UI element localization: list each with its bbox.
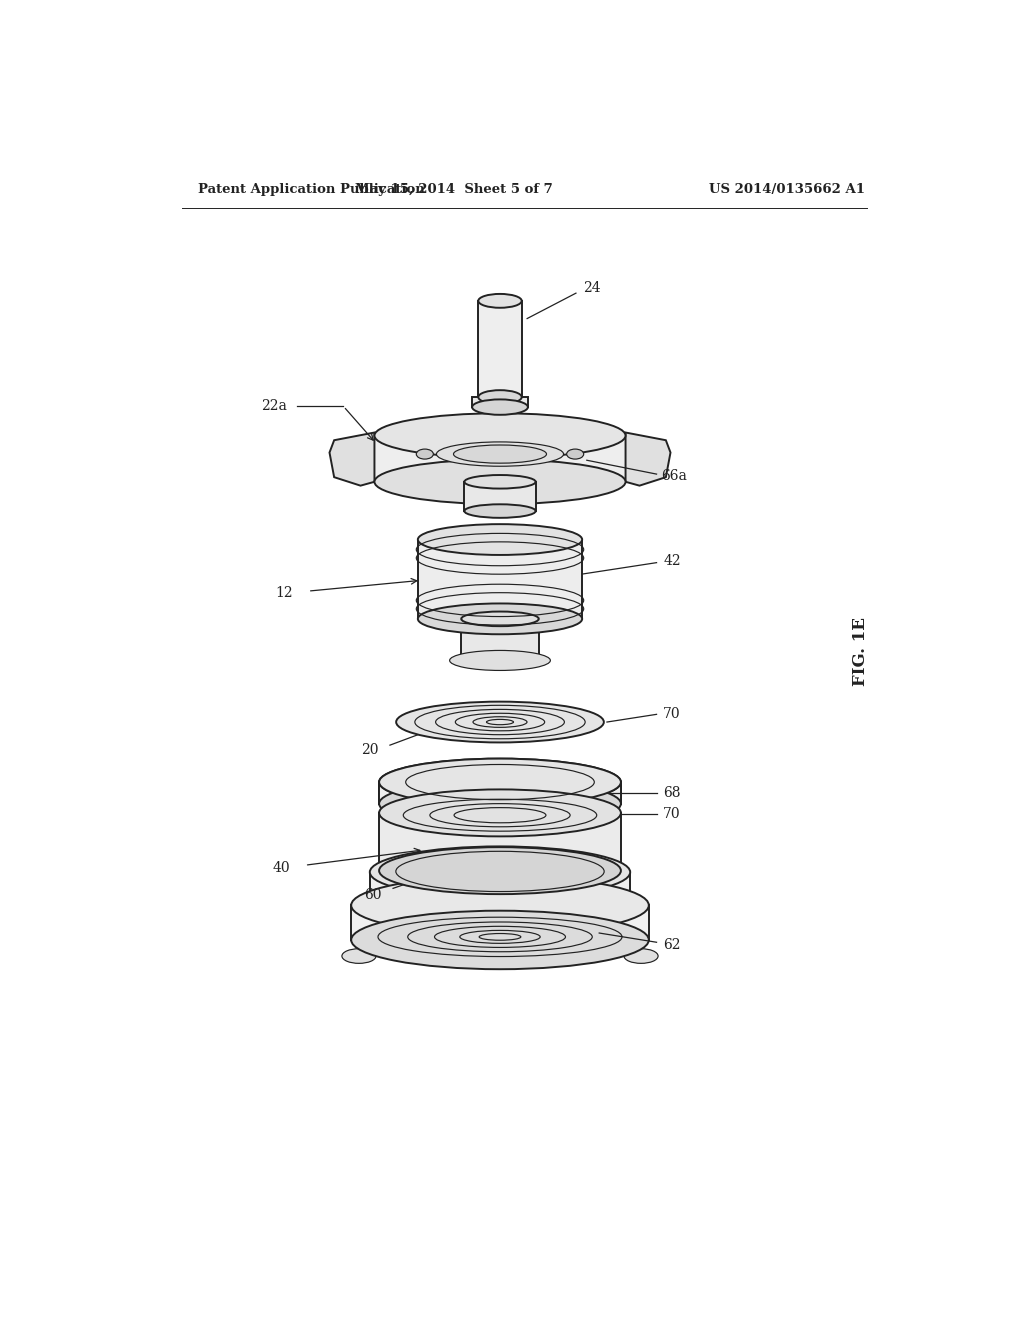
Ellipse shape	[478, 294, 521, 308]
Text: 66a: 66a	[662, 470, 687, 483]
Text: 20: 20	[361, 743, 379, 756]
Ellipse shape	[461, 611, 539, 626]
Ellipse shape	[464, 504, 536, 517]
Ellipse shape	[418, 524, 583, 554]
Ellipse shape	[417, 449, 433, 459]
Ellipse shape	[396, 702, 604, 742]
Ellipse shape	[566, 449, 584, 459]
Text: 22a: 22a	[261, 400, 287, 413]
Ellipse shape	[464, 475, 536, 488]
Bar	[478, 301, 521, 397]
Ellipse shape	[375, 413, 626, 458]
Bar	[351, 906, 649, 940]
Text: 60: 60	[365, 887, 382, 902]
Text: 12: 12	[275, 586, 293, 601]
Text: Patent Application Publication: Patent Application Publication	[198, 182, 425, 195]
Ellipse shape	[478, 391, 521, 404]
Ellipse shape	[375, 459, 626, 504]
Ellipse shape	[436, 442, 563, 466]
Bar	[472, 397, 528, 407]
Ellipse shape	[379, 789, 621, 837]
Ellipse shape	[472, 400, 528, 414]
Text: FIG. 1E: FIG. 1E	[852, 616, 869, 685]
Bar	[464, 482, 536, 511]
Text: 40: 40	[272, 862, 290, 875]
Ellipse shape	[624, 949, 658, 964]
Polygon shape	[375, 436, 626, 482]
Text: 68: 68	[664, 785, 681, 800]
Text: 42: 42	[664, 554, 681, 568]
Text: 24: 24	[583, 281, 600, 294]
Polygon shape	[626, 433, 671, 486]
Ellipse shape	[379, 780, 621, 828]
Ellipse shape	[370, 846, 630, 898]
Ellipse shape	[351, 911, 649, 969]
Ellipse shape	[351, 876, 649, 935]
Text: US 2014/0135662 A1: US 2014/0135662 A1	[710, 182, 865, 195]
Ellipse shape	[379, 759, 621, 805]
Ellipse shape	[461, 652, 539, 667]
Ellipse shape	[454, 445, 547, 463]
Ellipse shape	[370, 878, 630, 929]
Ellipse shape	[379, 847, 621, 894]
Text: 70: 70	[664, 708, 681, 721]
Ellipse shape	[418, 603, 583, 635]
Ellipse shape	[450, 651, 550, 671]
Polygon shape	[330, 433, 375, 486]
Text: 62: 62	[664, 939, 681, 952]
Bar	[370, 873, 630, 904]
Text: May 15, 2014  Sheet 5 of 7: May 15, 2014 Sheet 5 of 7	[354, 182, 552, 195]
Ellipse shape	[379, 759, 621, 805]
Bar	[379, 813, 621, 871]
Polygon shape	[379, 781, 621, 804]
Text: 70: 70	[664, 808, 681, 821]
Bar	[461, 619, 539, 659]
Bar	[418, 540, 583, 619]
Ellipse shape	[342, 949, 376, 964]
